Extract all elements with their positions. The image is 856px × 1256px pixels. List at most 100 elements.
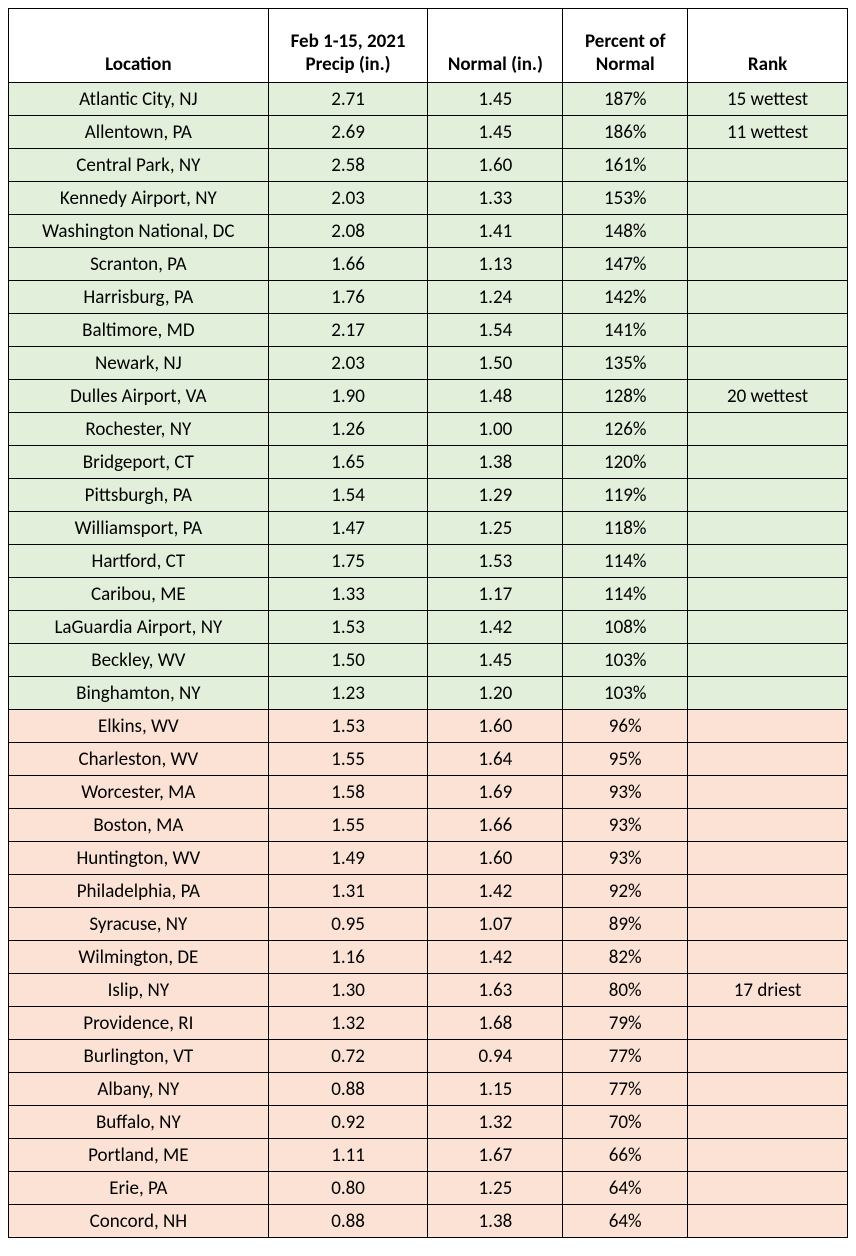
cell-location: Williamsport, PA bbox=[9, 512, 269, 545]
table-row: Bridgeport, CT1.651.38120% bbox=[9, 446, 848, 479]
cell-rank bbox=[688, 1205, 848, 1238]
cell-normal: 1.25 bbox=[428, 1172, 563, 1205]
cell-percent: 187% bbox=[563, 83, 688, 116]
cell-normal: 1.24 bbox=[428, 281, 563, 314]
cell-percent: 114% bbox=[563, 578, 688, 611]
cell-location: Pittsburgh, PA bbox=[9, 479, 269, 512]
cell-location: LaGuardia Airport, NY bbox=[9, 611, 269, 644]
table-row: Elkins, WV1.531.6096% bbox=[9, 710, 848, 743]
cell-percent: 161% bbox=[563, 149, 688, 182]
table-row: Allentown, PA2.691.45186%11 wettest bbox=[9, 116, 848, 149]
cell-precip: 1.65 bbox=[268, 446, 428, 479]
cell-location: Hartford, CT bbox=[9, 545, 269, 578]
table-row: Worcester, MA1.581.6993% bbox=[9, 776, 848, 809]
cell-location: Baltimore, MD bbox=[9, 314, 269, 347]
table-row: Portland, ME1.111.6766% bbox=[9, 1139, 848, 1172]
cell-location: Burlington, VT bbox=[9, 1040, 269, 1073]
cell-precip: 2.03 bbox=[268, 347, 428, 380]
cell-rank bbox=[688, 611, 848, 644]
cell-rank bbox=[688, 908, 848, 941]
column-header-rank: Rank bbox=[688, 9, 848, 83]
table-row: Caribou, ME1.331.17114% bbox=[9, 578, 848, 611]
table-row: Islip, NY1.301.6380%17 driest bbox=[9, 974, 848, 1007]
cell-rank bbox=[688, 875, 848, 908]
cell-precip: 1.16 bbox=[268, 941, 428, 974]
cell-normal: 1.45 bbox=[428, 116, 563, 149]
cell-rank bbox=[688, 809, 848, 842]
cell-percent: 103% bbox=[563, 644, 688, 677]
cell-percent: 118% bbox=[563, 512, 688, 545]
cell-rank bbox=[688, 413, 848, 446]
table-row: Beckley, WV1.501.45103% bbox=[9, 644, 848, 677]
cell-normal: 1.48 bbox=[428, 380, 563, 413]
cell-precip: 1.66 bbox=[268, 248, 428, 281]
table-row: Charleston, WV1.551.6495% bbox=[9, 743, 848, 776]
cell-precip: 1.33 bbox=[268, 578, 428, 611]
table-row: LaGuardia Airport, NY1.531.42108% bbox=[9, 611, 848, 644]
column-header-precip: Feb 1-15, 2021Precip (in.) bbox=[268, 9, 428, 83]
cell-precip: 1.58 bbox=[268, 776, 428, 809]
cell-percent: 120% bbox=[563, 446, 688, 479]
cell-normal: 1.60 bbox=[428, 149, 563, 182]
cell-percent: 114% bbox=[563, 545, 688, 578]
cell-location: Newark, NJ bbox=[9, 347, 269, 380]
cell-percent: 80% bbox=[563, 974, 688, 1007]
cell-normal: 1.20 bbox=[428, 677, 563, 710]
cell-rank bbox=[688, 677, 848, 710]
cell-rank bbox=[688, 1007, 848, 1040]
cell-percent: 93% bbox=[563, 842, 688, 875]
cell-precip: 1.54 bbox=[268, 479, 428, 512]
cell-normal: 1.17 bbox=[428, 578, 563, 611]
cell-normal: 1.41 bbox=[428, 215, 563, 248]
cell-precip: 1.11 bbox=[268, 1139, 428, 1172]
table-row: Washington National, DC2.081.41148% bbox=[9, 215, 848, 248]
cell-normal: 1.07 bbox=[428, 908, 563, 941]
cell-normal: 1.38 bbox=[428, 446, 563, 479]
cell-rank bbox=[688, 446, 848, 479]
cell-location: Harrisburg, PA bbox=[9, 281, 269, 314]
cell-precip: 1.76 bbox=[268, 281, 428, 314]
cell-rank bbox=[688, 1040, 848, 1073]
cell-precip: 0.88 bbox=[268, 1205, 428, 1238]
cell-rank bbox=[688, 512, 848, 545]
cell-rank: 11 wettest bbox=[688, 116, 848, 149]
table-row: Central Park, NY2.581.60161% bbox=[9, 149, 848, 182]
cell-normal: 1.69 bbox=[428, 776, 563, 809]
cell-precip: 2.03 bbox=[268, 182, 428, 215]
cell-precip: 0.95 bbox=[268, 908, 428, 941]
cell-percent: 119% bbox=[563, 479, 688, 512]
cell-percent: 148% bbox=[563, 215, 688, 248]
cell-precip: 0.80 bbox=[268, 1172, 428, 1205]
cell-rank bbox=[688, 314, 848, 347]
cell-normal: 1.66 bbox=[428, 809, 563, 842]
cell-location: Providence, RI bbox=[9, 1007, 269, 1040]
cell-location: Rochester, NY bbox=[9, 413, 269, 446]
cell-percent: 95% bbox=[563, 743, 688, 776]
table-row: Boston, MA1.551.6693% bbox=[9, 809, 848, 842]
table-row: Williamsport, PA1.471.25118% bbox=[9, 512, 848, 545]
cell-location: Central Park, NY bbox=[9, 149, 269, 182]
cell-percent: 93% bbox=[563, 776, 688, 809]
cell-precip: 1.47 bbox=[268, 512, 428, 545]
column-header-normal: Normal (in.) bbox=[428, 9, 563, 83]
table-row: Concord, NH0.881.3864% bbox=[9, 1205, 848, 1238]
table-body: Atlantic City, NJ2.711.45187%15 wettestA… bbox=[9, 83, 848, 1238]
cell-precip: 0.72 bbox=[268, 1040, 428, 1073]
cell-percent: 147% bbox=[563, 248, 688, 281]
cell-percent: 126% bbox=[563, 413, 688, 446]
column-header-location: Location bbox=[9, 9, 269, 83]
cell-precip: 1.55 bbox=[268, 743, 428, 776]
table-row: Binghamton, NY1.231.20103% bbox=[9, 677, 848, 710]
cell-percent: 128% bbox=[563, 380, 688, 413]
cell-rank bbox=[688, 578, 848, 611]
table-row: Syracuse, NY0.951.0789% bbox=[9, 908, 848, 941]
table-row: Baltimore, MD2.171.54141% bbox=[9, 314, 848, 347]
table-row: Pittsburgh, PA1.541.29119% bbox=[9, 479, 848, 512]
table-row: Wilmington, DE1.161.4282% bbox=[9, 941, 848, 974]
cell-normal: 1.42 bbox=[428, 611, 563, 644]
table-row: Hartford, CT1.751.53114% bbox=[9, 545, 848, 578]
cell-normal: 1.63 bbox=[428, 974, 563, 1007]
cell-location: Dulles Airport, VA bbox=[9, 380, 269, 413]
cell-normal: 1.13 bbox=[428, 248, 563, 281]
cell-normal: 1.42 bbox=[428, 875, 563, 908]
